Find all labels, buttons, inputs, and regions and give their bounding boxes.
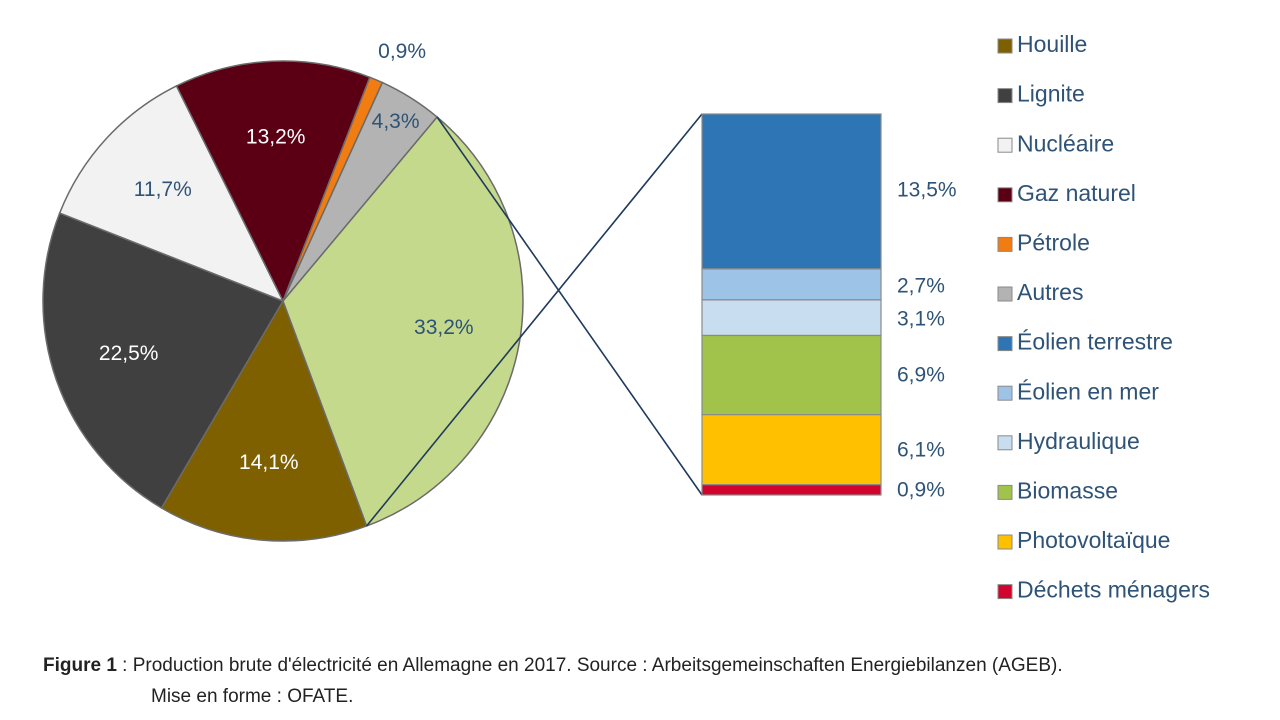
legend-swatch-biomasse xyxy=(997,484,1013,500)
legend-label-hydraulique: Hydraulique xyxy=(1017,428,1140,454)
legend-swatch-nucleaire xyxy=(997,137,1013,153)
pie-label-energies-renouvelables: 33,2% xyxy=(414,316,474,339)
pie-label-petrole: 0,9% xyxy=(378,40,426,63)
pie-of-bar-chart: 14,1% 22,5% 11,7% 13,2% 0,9% 4,3% 33,2% 13,5% 2… xyxy=(42,31,1210,603)
bar-label-biomasse: 6,9% xyxy=(897,364,945,387)
bar-segment-eolien-terrestre xyxy=(701,113,882,270)
legend-label-biomasse: Biomasse xyxy=(1017,477,1118,503)
pie: 14,1% 22,5% 11,7% 13,2% 0,9% 4,3% 33,2% xyxy=(42,40,524,542)
bar-segment-dechets-menagers xyxy=(701,484,882,496)
bar-segment-photovoltaique xyxy=(701,414,882,486)
pie-label-gaz-naturel: 13,2% xyxy=(246,126,306,149)
legend-label-nucleaire: Nucléaire xyxy=(1017,130,1114,156)
pie-label-autres: 4,3% xyxy=(372,110,420,133)
legend-label-gaz-naturel: Gaz naturel xyxy=(1017,180,1136,206)
legend-swatch-houille xyxy=(997,38,1013,54)
bar-label-dechets-menagers: 0,9% xyxy=(897,479,945,502)
legend-label-dechets-menagers: Déchets ménagers xyxy=(1017,577,1210,603)
pie-slice-gaz-naturel xyxy=(175,60,371,303)
legend: Houille Lignite Nucléaire Gaz naturel Pétrol… xyxy=(997,31,1210,603)
bar-segment-biomasse xyxy=(701,334,882,416)
legend-label-petrole: Pétrole xyxy=(1017,229,1090,255)
bar-label-eolien-en-mer: 2,7% xyxy=(897,275,945,298)
connector-lines xyxy=(366,113,703,527)
pie-label-lignite: 22,5% xyxy=(99,342,159,365)
legend-label-eolien-terrestre: Éolien terrestre xyxy=(1017,329,1173,355)
legend-swatch-eolien-en-mer xyxy=(997,385,1013,401)
connector-line-bottom xyxy=(436,116,703,496)
legend-swatch-lignite xyxy=(997,88,1013,104)
pie-slice-houille xyxy=(160,299,368,542)
legend-swatch-eolien-terrestre xyxy=(997,336,1013,352)
legend-label-houille: Houille xyxy=(1017,31,1087,57)
legend-label-eolien-en-mer: Éolien en mer xyxy=(1017,378,1159,404)
legend-swatch-gaz-naturel xyxy=(997,187,1013,203)
bar-segment-eolien-en-mer xyxy=(701,268,882,301)
pie-slice-lignite xyxy=(42,212,285,510)
bar-label-eolien-terrestre: 13,5% xyxy=(897,179,957,202)
legend-swatch-autres xyxy=(997,286,1013,302)
bar-label-hydraulique: 3,1% xyxy=(897,308,945,331)
legend-label-photovoltaique: Photovoltaïque xyxy=(1017,527,1170,553)
pie-label-nucleaire: 11,7% xyxy=(134,178,192,201)
bar-segment-hydraulique xyxy=(701,299,882,337)
connector-line-top xyxy=(366,113,703,527)
figure-caption: Figure 1 : Production brute d'électricit… xyxy=(43,650,1063,712)
caption-line2: Mise en forme : OFATE. xyxy=(151,686,354,707)
bar-label-photovoltaique: 6,1% xyxy=(897,439,945,462)
pie-label-houille: 14,1% xyxy=(239,451,299,474)
legend-swatch-hydraulique xyxy=(997,435,1013,451)
breakdown-bar: 13,5% 2,7% 3,1% 6,9% 6,1% 0,9% xyxy=(701,113,957,502)
figure-label: Figure 1 xyxy=(43,655,117,676)
pie-slice-nucleaire xyxy=(58,84,285,303)
legend-swatch-photovoltaique xyxy=(997,534,1013,550)
legend-swatch-dechets-menagers xyxy=(997,584,1013,600)
legend-label-autres: Autres xyxy=(1017,279,1083,305)
pie-slice-energies-renouvelables xyxy=(282,115,524,527)
caption-text: : Production brute d'électricité en Alle… xyxy=(116,655,1063,676)
legend-label-lignite: Lignite xyxy=(1017,81,1085,107)
legend-swatch-petrole xyxy=(997,236,1013,252)
